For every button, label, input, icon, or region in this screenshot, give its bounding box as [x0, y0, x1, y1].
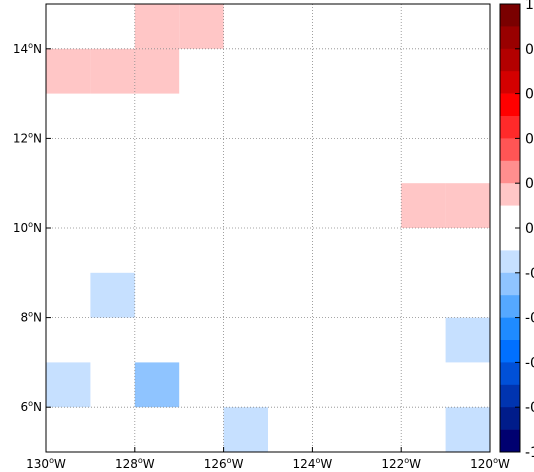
colorbar-label: -0 — [525, 400, 534, 416]
colorbar-swatch — [500, 26, 520, 50]
colorbar-label: 1 — [525, 0, 534, 13]
y-tick-label: 12oN — [13, 130, 42, 145]
heatmap-cell — [223, 407, 268, 452]
colorbar-swatch — [500, 317, 520, 341]
colorbar-label: -0 — [525, 311, 534, 327]
heatmap-cell — [46, 48, 91, 94]
colorbar-swatch — [500, 116, 520, 139]
heatmap-cell — [445, 407, 490, 452]
colorbar-swatch — [500, 407, 520, 430]
colorbar-label: 0 — [525, 87, 534, 103]
colorbar-label: 0 — [525, 221, 534, 237]
colorbar-swatch — [500, 138, 520, 162]
heatmap-cell — [90, 48, 135, 94]
colorbar-swatch — [500, 429, 520, 453]
heatmap-cell — [179, 4, 224, 49]
heatmap-cell — [445, 183, 490, 228]
y-tick-label: 14oN — [13, 41, 42, 56]
x-tick-label: 128oW — [115, 456, 155, 471]
colorbar-swatch — [500, 71, 520, 94]
x-tick-label: 120oW — [470, 456, 510, 471]
heatmap-cell — [134, 48, 180, 94]
colorbar-label: -0 — [525, 266, 534, 282]
y-tick-label: 8oN — [20, 310, 42, 325]
colorbar-swatch — [500, 228, 520, 251]
x-tick-label: 122oW — [381, 456, 421, 471]
colorbar-swatch — [500, 250, 520, 274]
colorbar-swatch — [500, 93, 520, 117]
gridlines — [45, 4, 491, 452]
x-tick-label: 130oW — [26, 456, 66, 471]
colorbar-label: 0 — [525, 176, 534, 192]
colorbar-swatch — [500, 160, 520, 184]
colorbar-label: -0 — [525, 355, 534, 371]
colorbar: 1 0 0 0 0 0 -0 -0 -0 -0 -1 — [499, 0, 534, 461]
colorbar-swatch — [500, 384, 520, 408]
heatmap-cell — [90, 272, 135, 318]
heatmap-cell — [134, 4, 180, 49]
x-tick-label: 124oW — [293, 456, 333, 471]
x-tick-label: 126oW — [204, 456, 244, 471]
colorbar-swatch — [500, 340, 520, 363]
axis-ticks: 130oW 128oW 126oW 124oW 122oW 120oW 6oN 8oN 10oN… — [13, 41, 510, 471]
y-tick-label: 10oN — [13, 220, 42, 235]
colorbar-swatch — [500, 362, 520, 386]
colorbar-swatch — [500, 272, 520, 296]
colorbar-swatch — [500, 295, 520, 318]
heatmap-cell — [46, 362, 91, 408]
colorbar-label: 0 — [525, 42, 534, 58]
colorbar-label: 0 — [525, 131, 534, 147]
colorbar-swatch — [500, 183, 520, 206]
heatmap-cell — [401, 183, 446, 228]
heatmap-cell — [445, 317, 490, 363]
heatmap-cell — [134, 362, 180, 408]
colorbar-swatch — [500, 48, 520, 72]
y-tick-label: 6oN — [20, 399, 42, 414]
heatmap-cells — [46, 4, 490, 452]
colorbar-swatch — [500, 4, 520, 27]
colorbar-swatch — [500, 205, 520, 229]
colorbar-label: -1 — [525, 445, 534, 461]
